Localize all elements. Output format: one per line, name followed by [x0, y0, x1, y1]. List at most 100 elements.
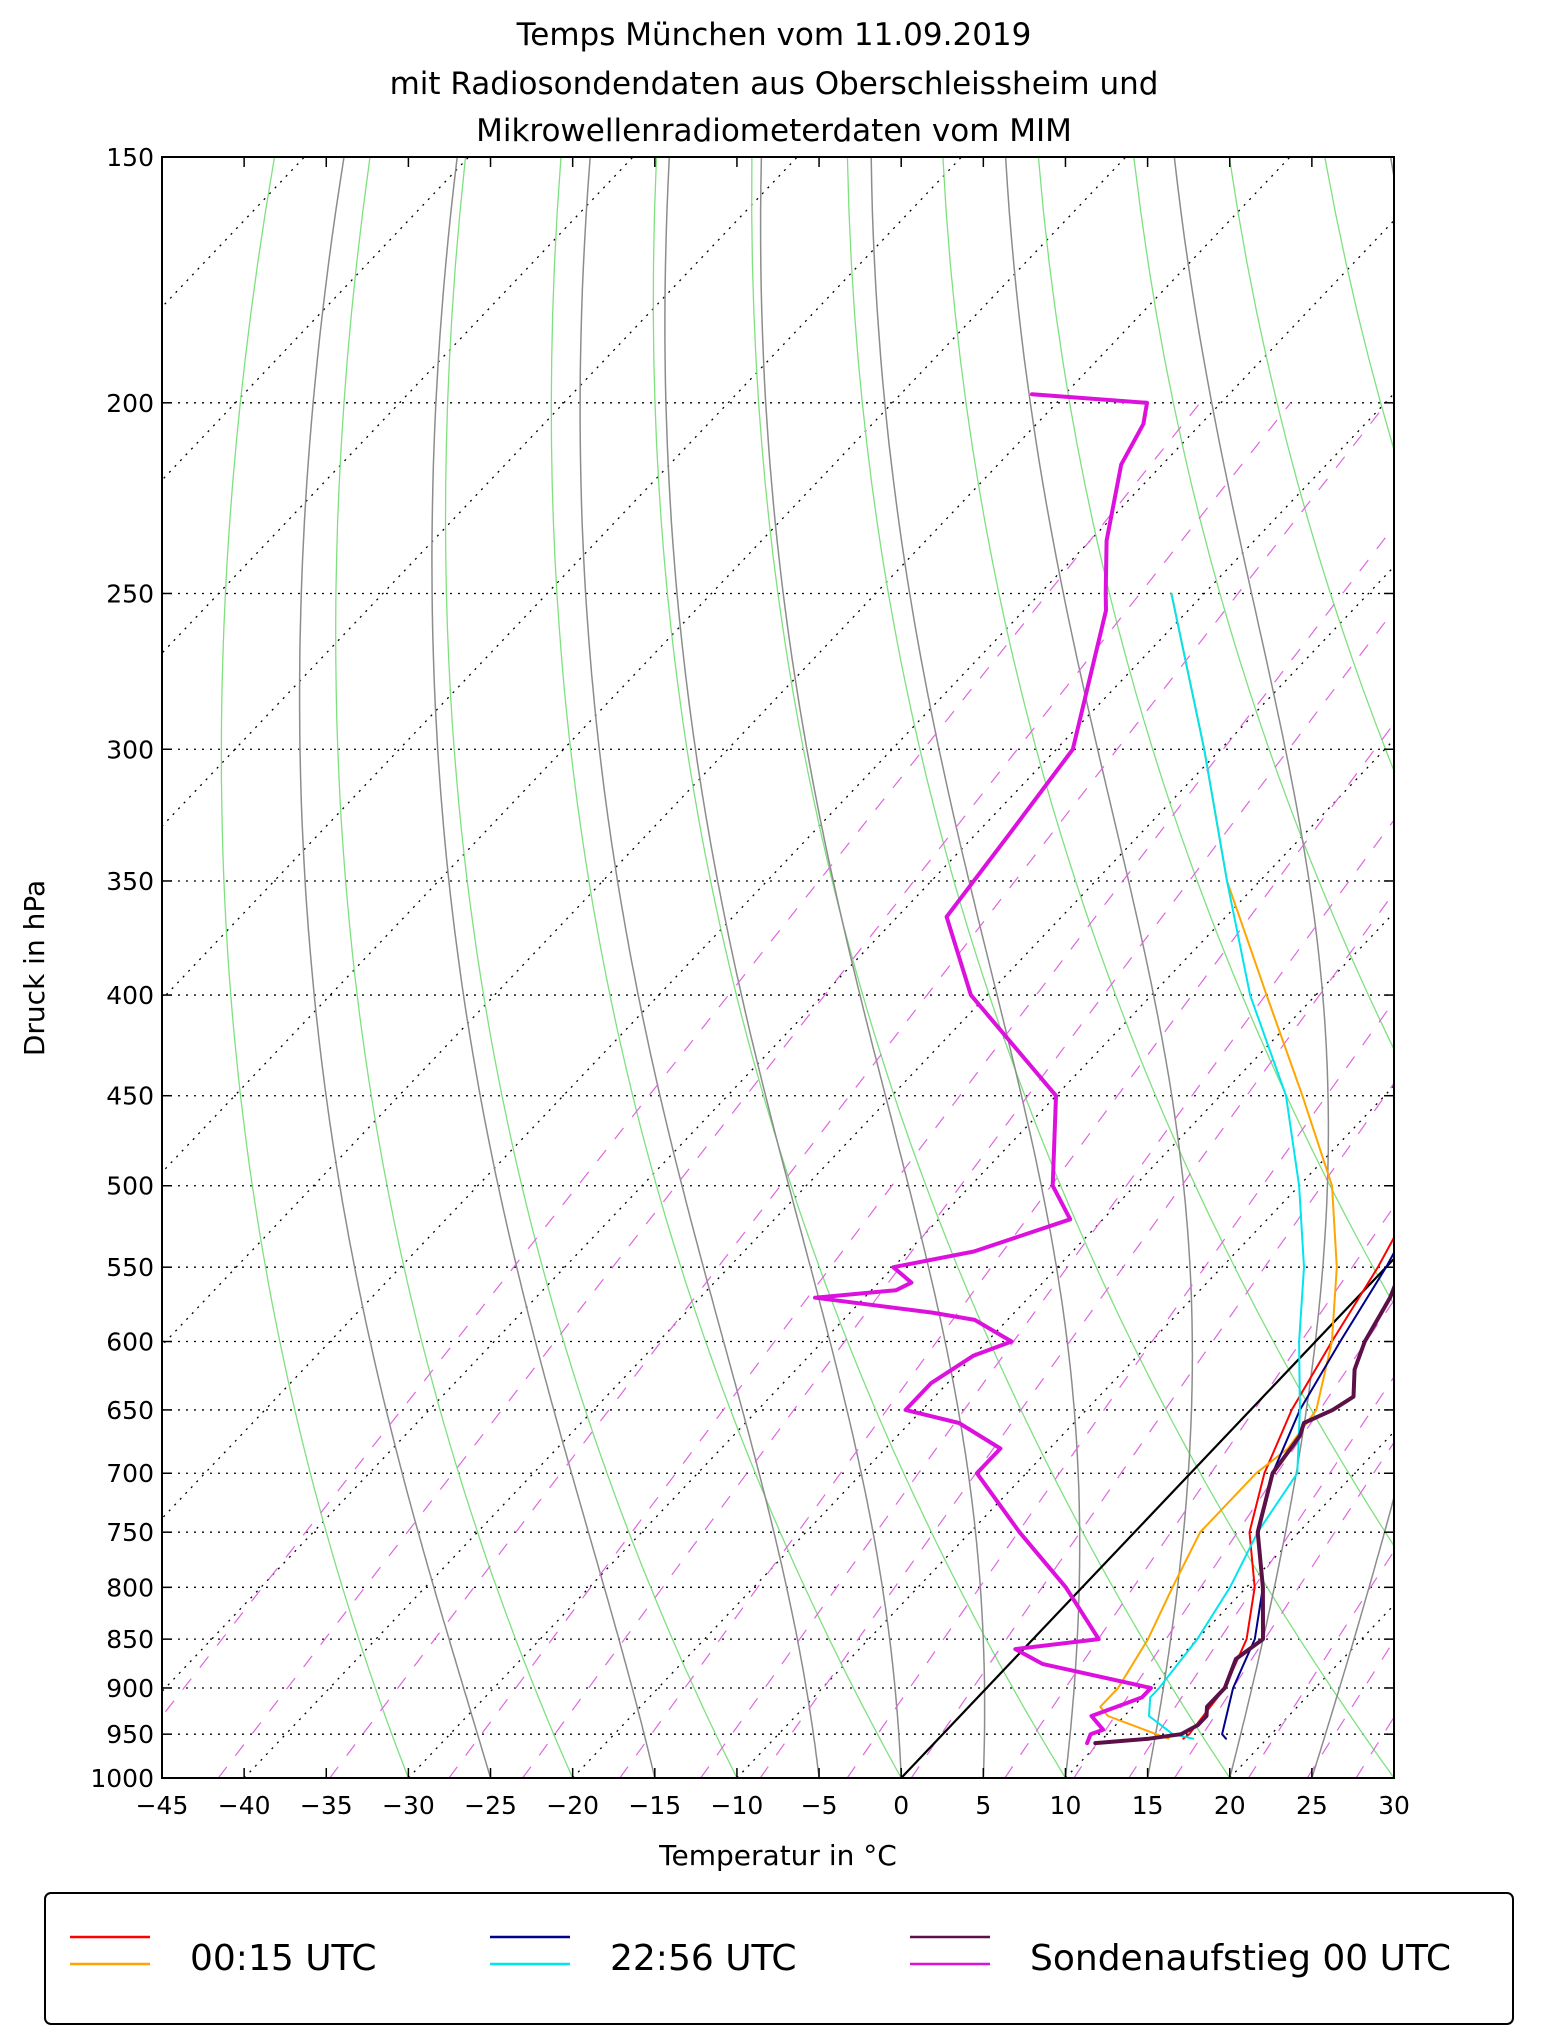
y-axis-ticks: 150 200 250 300 350 400 450 500 550 600 650 700 750 8…	[90, 143, 1394, 1793]
series-line-dewpoint-5	[813, 392, 1153, 1746]
x-tick-label: 15	[1132, 1791, 1164, 1820]
x-tick-label: 30	[1378, 1791, 1410, 1820]
dry-adiabat-line	[1228, 157, 1394, 773]
y-tick-label: 600	[106, 1328, 154, 1357]
isotherm-line	[243, 565, 1394, 1778]
series-line-dewpoint-3	[1148, 592, 1305, 1740]
x-axis-ticks: −45 −40 −35 −30 −25 −20 −15 −10 −5 0 5 10 15 20 25 30	[136, 157, 1410, 1820]
legend: 00:15 UTC 22:56 UTC Sondenaufstieg 00 UTC	[44, 1892, 1514, 2025]
series-line-temperature-0	[1182, 1235, 1394, 1740]
mixing-ratio-line	[1435, 403, 1542, 1778]
y-tick-label: 200	[106, 389, 154, 418]
y-tick-label: 850	[106, 1625, 154, 1654]
mixing-ratio-line	[759, 891, 1394, 1778]
chart-title-line-1: Temps München vom 11.09.2019	[516, 17, 1032, 53]
dry-adiabat-line	[846, 157, 1394, 1778]
dry-adiabat-line	[1037, 157, 1394, 1306]
moist-adiabat-line	[579, 157, 820, 1778]
y-axis-label: Druck in hPa	[18, 880, 51, 1056]
moist-adiabat-line	[759, 157, 986, 1778]
x-tick-label: −25	[464, 1791, 517, 1820]
x-tick-label: 25	[1296, 1791, 1328, 1820]
y-tick-label: 500	[106, 1172, 154, 1201]
series-line-temperature-2	[1221, 1250, 1394, 1740]
legend-label: 22:56 UTC	[610, 1938, 797, 1979]
y-tick-label: 550	[106, 1253, 154, 1282]
y-tick-label: 650	[106, 1396, 154, 1425]
dry-adiabat-line	[1516, 157, 1542, 1778]
mixing-ratio-line	[619, 722, 1394, 1778]
plot-frame	[161, 156, 1395, 1779]
moist-adiabat-line	[1004, 157, 1194, 1778]
mixing-ratio-line	[329, 402, 1388, 1778]
mixing-ratio-line	[1398, 403, 1542, 1778]
isotherm-line	[900, 1257, 1394, 1778]
moist-adiabat-line	[664, 157, 902, 1778]
x-tick-label: −5	[801, 1791, 838, 1820]
y-tick-label: 950	[106, 1720, 154, 1749]
dry-adiabat-line	[444, 157, 738, 1778]
mixing-ratio-line	[1174, 1441, 1394, 1778]
dry-adiabat-line	[220, 157, 410, 1778]
dry-adiabat-line	[1420, 157, 1542, 1778]
mixing-ratio-line	[522, 609, 1394, 1778]
x-tick-label: 10	[1050, 1791, 1082, 1820]
series-line-dewpoint-1	[1099, 592, 1338, 1740]
y-tick-label: 900	[106, 1674, 154, 1703]
zero-isotherm-line	[900, 1257, 1394, 1778]
dry-adiabat-line	[335, 157, 574, 1778]
dry-adiabat-line	[652, 157, 1067, 1778]
x-tick-label: −10	[711, 1791, 764, 1820]
chart-title-line-2: mit Radiosondendaten aus Oberschleisshei…	[390, 66, 1159, 102]
mixing-ratio-line	[1073, 1299, 1394, 1778]
y-tick-label: 350	[106, 867, 154, 896]
y-tick-label: 150	[106, 143, 154, 172]
y-tick-label: 750	[106, 1518, 154, 1547]
moist-adiabat-line	[870, 157, 1081, 1778]
moist-adiabat-line	[431, 157, 656, 1778]
mixing-ratio-line	[1355, 1716, 1394, 1778]
moist-adiabat-line	[1393, 1775, 1394, 1778]
dry-adiabat-line	[1324, 157, 1394, 452]
isotherm-line	[162, 157, 634, 655]
isotherm-line	[1393, 1777, 1394, 1778]
mixing-ratio-line	[1306, 1639, 1394, 1778]
y-tick-label: 700	[106, 1459, 154, 1488]
isotherm-line	[162, 157, 1127, 1174]
x-axis-label: Temperatur in °C	[658, 1839, 897, 1872]
moist-adiabat-line	[1173, 157, 1330, 1778]
dry-adiabat-line	[942, 157, 1394, 1547]
x-tick-label: 5	[975, 1791, 991, 1820]
mixing-ratio-line	[1497, 403, 1542, 1778]
y-tick-label: 300	[106, 735, 154, 764]
x-tick-label: −15	[628, 1791, 681, 1820]
mixing-ratio-line	[162, 402, 1201, 1718]
mixing-ratio-line	[217, 402, 1292, 1778]
y-tick-label: 800	[106, 1573, 154, 1602]
x-tick-label: −40	[218, 1791, 271, 1820]
isotherm-line	[162, 157, 470, 482]
moist-adiabat-line	[298, 157, 492, 1778]
moist-adiabat-line	[1311, 157, 1394, 1778]
chart-title-line-3: Mikrowellenradiometerdaten vom MIM	[476, 113, 1072, 149]
data-series	[813, 392, 1394, 1746]
y-tick-label: 450	[106, 1082, 154, 1111]
series-line-temperature-4	[1093, 1282, 1394, 1746]
dry-adiabat-line	[751, 157, 1231, 1778]
dry-adiabat-line	[1133, 157, 1394, 1051]
mixing-ratio-line	[1247, 1549, 1394, 1778]
mixing-ratio-line	[846, 1000, 1394, 1778]
x-tick-label: −45	[136, 1791, 189, 1820]
y-tick-label: 250	[106, 579, 154, 608]
x-tick-label: −30	[382, 1791, 435, 1820]
dry-adiabat-line	[550, 157, 902, 1778]
y-tick-label: 1000	[90, 1764, 154, 1793]
isotherm-line	[162, 392, 1394, 1693]
mixing-ratio-line	[1004, 1205, 1394, 1778]
y-tick-label: 400	[106, 981, 154, 1010]
isotherm-line	[736, 1084, 1394, 1778]
x-tick-label: 20	[1214, 1791, 1246, 1820]
mixing-ratio-line	[910, 1082, 1394, 1778]
legend-box	[44, 1892, 1514, 2025]
